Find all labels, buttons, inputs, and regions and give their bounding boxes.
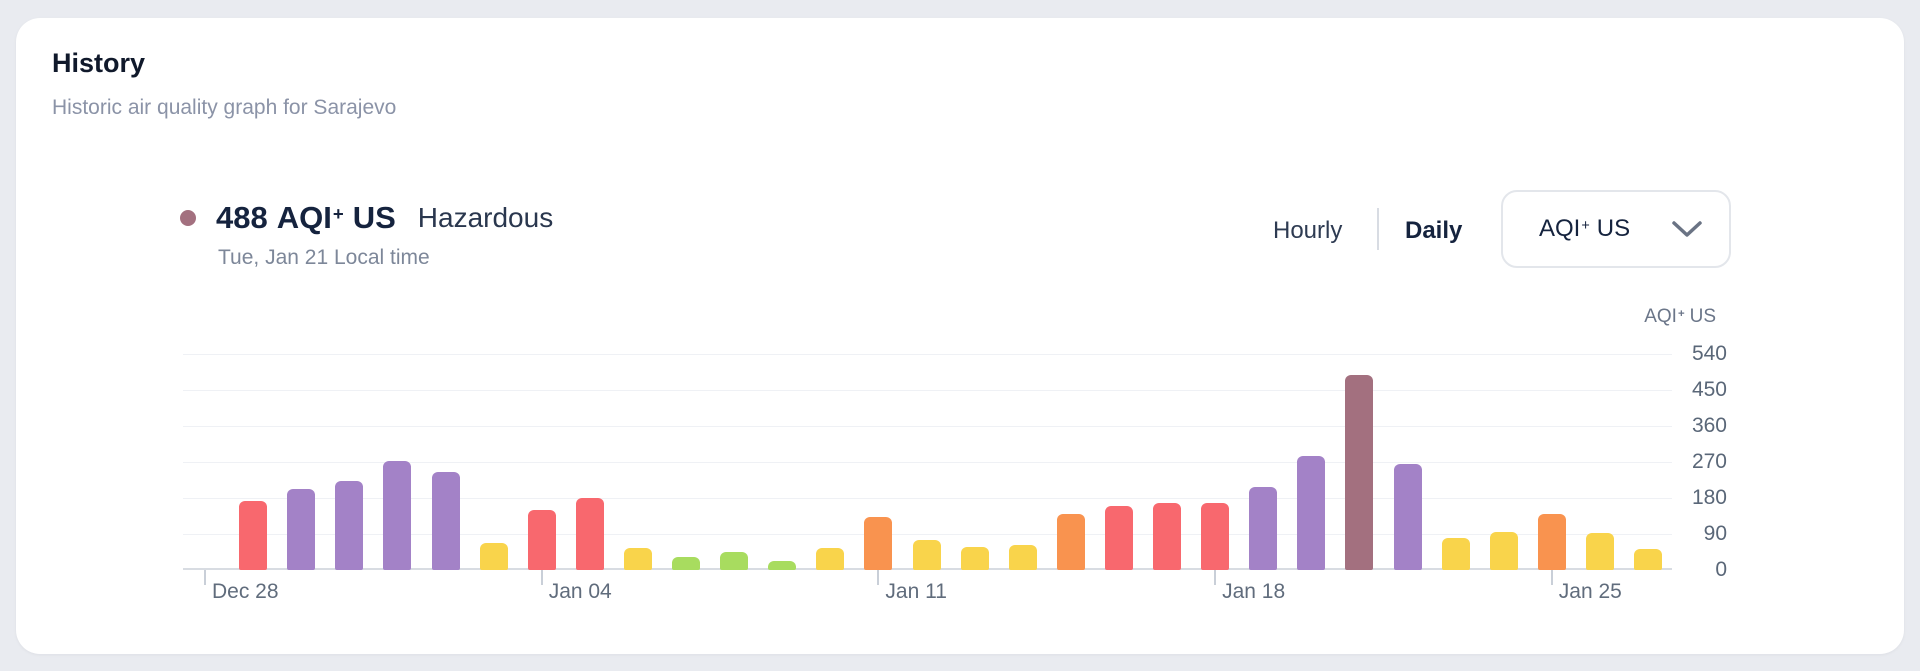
- page-title: History: [52, 48, 146, 78]
- bar-jan-11[interactable]: [864, 516, 893, 570]
- aqi-level-dot: [180, 210, 196, 226]
- metric-post: US: [1596, 215, 1631, 242]
- y-title-pre: AQI: [1644, 306, 1677, 327]
- x-tick: [877, 570, 880, 585]
- aqi-metric-plus: +: [332, 202, 344, 224]
- x-tick-label: Jan 25: [1558, 580, 1622, 603]
- bar-jan-15[interactable]: [1056, 513, 1085, 570]
- gridline: [183, 353, 1672, 355]
- bar-jan-23[interactable]: [1441, 538, 1470, 570]
- aqi-number: 488: [216, 200, 268, 235]
- x-axis: Dec 28 Jan 04 Jan 11 Jan 18 Jan 25: [183, 570, 1672, 622]
- bar-jan-25[interactable]: [1537, 514, 1566, 570]
- y-tick-label: 180: [1691, 486, 1727, 509]
- metric-select[interactable]: AQI+ US: [1501, 190, 1731, 268]
- gridline: [183, 533, 1672, 535]
- x-tick-label: Jan 18: [1222, 580, 1286, 603]
- tab-divider: [1377, 208, 1379, 250]
- bar-jan-18[interactable]: [1201, 502, 1230, 570]
- y-tick-label: 270: [1691, 450, 1727, 473]
- bar-jan-26[interactable]: [1585, 532, 1614, 570]
- bar-jan-22[interactable]: [1393, 464, 1422, 570]
- bar-jan-08[interactable]: [720, 552, 749, 570]
- bar-jan-16[interactable]: [1104, 505, 1133, 570]
- tab-daily[interactable]: Daily: [1405, 217, 1463, 244]
- metric-plus: +: [1581, 217, 1590, 234]
- bar-jan-07[interactable]: [672, 556, 700, 570]
- bar-jan-03[interactable]: [479, 542, 508, 570]
- bar-jan-06[interactable]: [623, 547, 652, 570]
- y-tick-label: 540: [1691, 342, 1727, 365]
- bar-jan-10[interactable]: [816, 547, 845, 570]
- y-axis: 0 90 180 270 360 450 540: [1667, 342, 1727, 581]
- bar-jan-21[interactable]: [1345, 374, 1374, 570]
- y-axis-title: AQI+ US: [1596, 306, 1716, 328]
- bar-jan-24[interactable]: [1489, 532, 1518, 570]
- x-tick-label: Jan 04: [548, 580, 612, 603]
- y-title-post: US: [1689, 306, 1716, 327]
- x-tick: [1550, 570, 1553, 585]
- aqi-metric-pre: AQI: [276, 200, 332, 235]
- bar-jan-20[interactable]: [1297, 456, 1326, 570]
- y-tick-label: 360: [1691, 414, 1727, 437]
- gridline: [183, 425, 1672, 427]
- gridline: [183, 497, 1672, 499]
- current-reading-row: 488 AQI+ US Hazardous: [180, 196, 553, 240]
- metric-select-value: AQI+ US: [1539, 215, 1630, 243]
- gridline: [183, 461, 1672, 463]
- x-tick: [1214, 570, 1217, 585]
- x-tick-label: Jan 11: [885, 580, 947, 603]
- reading-datetime: Tue, Jan 21 Local time: [218, 246, 430, 269]
- bar-dec-31[interactable]: [335, 481, 364, 570]
- bar-jan-13[interactable]: [960, 546, 989, 570]
- history-card: History Historic air quality graph for S…: [16, 18, 1904, 654]
- y-tick-label: 0: [1715, 558, 1727, 581]
- aqi-metric-post: US: [352, 200, 396, 235]
- gridline: [183, 389, 1672, 391]
- y-title-plus: +: [1677, 307, 1685, 320]
- bar-jan-01[interactable]: [383, 461, 412, 570]
- tab-hourly[interactable]: Hourly: [1273, 217, 1343, 244]
- current-aqi-value: 488 AQI+ US: [216, 200, 396, 236]
- chart-plot: [183, 353, 1672, 570]
- x-tick: [540, 570, 543, 585]
- page-subtitle: Historic air quality graph for Sarajevo: [52, 96, 397, 119]
- bar-jan-17[interactable]: [1153, 502, 1181, 570]
- bar-jan-04[interactable]: [527, 510, 556, 570]
- bar-jan-19[interactable]: [1249, 486, 1278, 570]
- metric-pre: AQI: [1539, 215, 1581, 242]
- bar-dec-29[interactable]: [239, 501, 268, 570]
- chevron-down-icon: [1672, 221, 1702, 237]
- x-tick-label: Dec 28: [212, 580, 279, 603]
- x-tick: [204, 570, 206, 585]
- y-tick-label: 90: [1703, 522, 1727, 545]
- bar-jan-27[interactable]: [1634, 549, 1662, 570]
- bar-jan-02[interactable]: [431, 471, 460, 570]
- bar-jan-05[interactable]: [575, 498, 604, 570]
- aqi-category-label: Hazardous: [417, 202, 554, 233]
- bar-jan-12[interactable]: [912, 539, 941, 570]
- bar-jan-14[interactable]: [1008, 544, 1037, 570]
- bar-dec-30[interactable]: [287, 488, 316, 570]
- y-tick-label: 450: [1691, 378, 1727, 401]
- bar-jan-09[interactable]: [768, 560, 797, 570]
